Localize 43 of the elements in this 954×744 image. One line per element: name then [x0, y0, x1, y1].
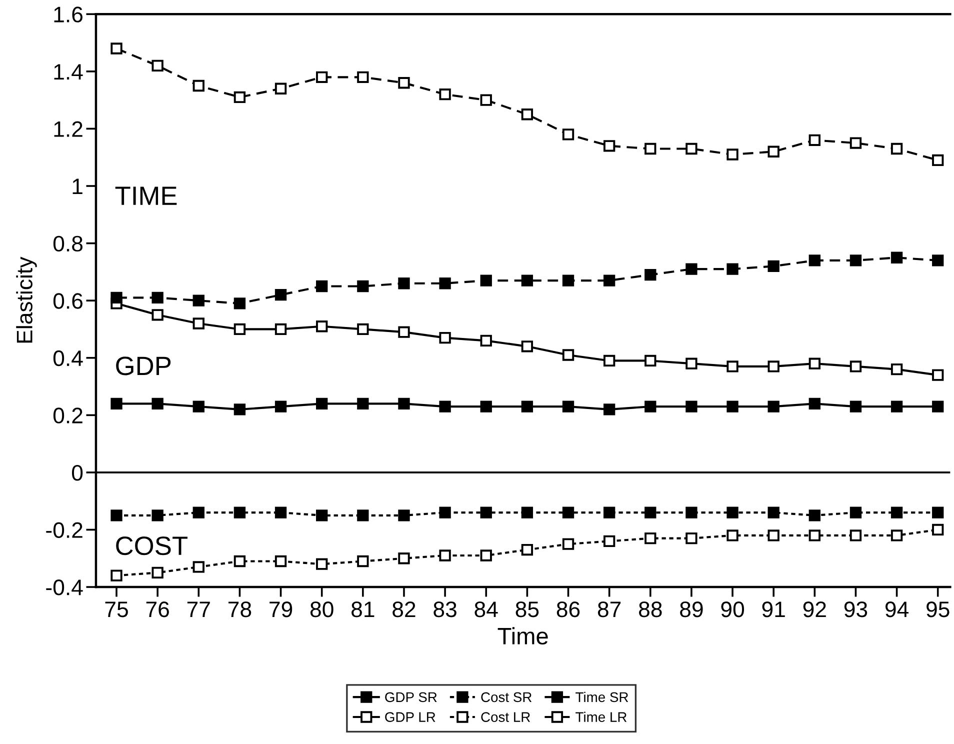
x-tick-label: 75 [105, 602, 128, 618]
x-tick-label: 87 [598, 601, 621, 618]
legend-label: GDP LR [385, 712, 436, 722]
x-tick-label: 92 [803, 601, 826, 618]
legend-label: Time SR [576, 692, 628, 702]
y-tick-label: 0.6 [53, 293, 82, 309]
x-tick-label: 94 [885, 601, 909, 618]
annotation: TIME [115, 186, 177, 205]
y-tick-label: 1.2 [54, 121, 82, 137]
y-tick-label: 1.6 [54, 6, 82, 22]
x-tick-label: 77 [187, 602, 210, 618]
y-tick-label: 1.4 [54, 64, 83, 80]
x-tick-label: 89 [680, 601, 703, 618]
annotation: GDP [116, 356, 171, 376]
x-tick-label: 79 [270, 601, 292, 618]
x-tick-label: 91 [762, 601, 785, 618]
x-tick-label: 90 [721, 601, 744, 618]
y-tick-label: 0.4 [53, 350, 83, 366]
annotation: COST [116, 536, 188, 556]
x-tick-label: 84 [474, 601, 498, 618]
x-tick-label: 95 [926, 601, 950, 618]
x-tick-label: 80 [310, 601, 334, 618]
y-tick-label: 0.2 [53, 408, 82, 424]
x-tick-label: 81 [352, 601, 374, 618]
x-axis-title: Time [498, 627, 548, 645]
legend-label: Cost LR [481, 712, 530, 722]
x-tick-label: 76 [146, 601, 169, 618]
x-tick-label: 88 [638, 601, 662, 618]
y-tick-label: 0.8 [53, 236, 83, 252]
x-tick-label: 83 [434, 601, 456, 618]
y-axis-title: Elasticity [16, 256, 37, 343]
legend-label: Cost SR [481, 692, 532, 702]
x-tick-label: 85 [516, 601, 539, 618]
x-tick-label: 82 [392, 601, 416, 618]
y-tick-label: 1 [72, 178, 82, 194]
legend-label: GDP SR [385, 692, 437, 702]
y-tick-label: 0 [72, 464, 83, 481]
x-tick-label: 78 [228, 601, 252, 618]
legend-label: Time LR [576, 712, 627, 722]
x-tick-label: 86 [556, 601, 580, 618]
y-tick-label: -0.2 [46, 522, 82, 538]
x-tick-label: 93 [844, 601, 868, 618]
y-tick-label: -0.4 [46, 580, 83, 596]
